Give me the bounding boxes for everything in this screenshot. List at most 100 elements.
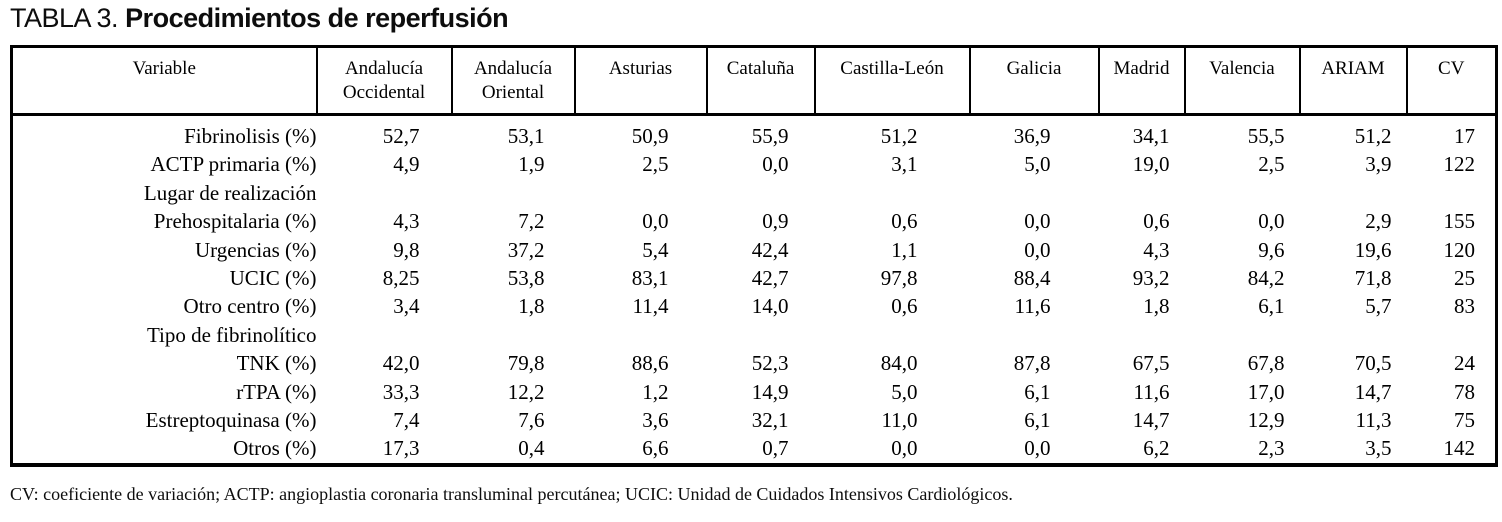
table-cell: 5,0	[1024, 152, 1051, 177]
table-cell	[707, 179, 815, 207]
row-label: TNK (%)	[236, 351, 317, 376]
row-label: UCIC (%)	[229, 266, 317, 291]
table-cell: 4,3	[393, 209, 420, 234]
table-cell: 12,9	[1247, 408, 1285, 433]
table-cell: 36,9	[1013, 124, 1051, 148]
table-row-otro-centro: Otro centro (%) 3,4 1,8 11,4 14,0 0,6 11…	[12, 292, 1497, 320]
table-cell: 0,0	[1024, 237, 1051, 262]
table-cell: 84,2	[1247, 266, 1285, 291]
table-cell: 67,5	[1132, 351, 1170, 376]
table-row-actp-primaria: ACTP primaria (%) 4,9 1,9 2,5 0,0 3,1 5,…	[12, 150, 1497, 178]
table-cell: 2,5	[1258, 152, 1285, 177]
table-cell: 83,1	[631, 266, 669, 291]
table-cell	[970, 179, 1099, 207]
table-cell: 71,8	[1354, 266, 1392, 291]
table-row-urgencias: Urgencias (%) 9,8 37,2 5,4 42,4 1,1 0,0 …	[12, 236, 1497, 264]
table-cell: 37,2	[507, 237, 545, 262]
column-header-castilla-leon: Castilla-León	[814, 46, 971, 116]
table-cell	[1099, 321, 1185, 349]
table-row-tnk: TNK (%) 42,0 79,8 88,6 52,3 84,0 87,8 67…	[12, 349, 1497, 377]
table-cell: 42,0	[382, 351, 420, 376]
table-cell: 11,4	[632, 294, 669, 319]
column-header-andalucia-oriental: Andalucía Oriental	[451, 46, 576, 116]
column-header-cataluna: Cataluña	[706, 46, 816, 116]
table-cell: 88,4	[1013, 266, 1051, 291]
table-cell: 11,6	[1014, 294, 1051, 319]
row-label: Urgencias (%)	[195, 237, 317, 262]
table-cell	[815, 179, 970, 207]
column-header-variable: Variable	[11, 46, 318, 116]
table-cell: 14,0	[751, 294, 789, 319]
row-label: Prehospitalaria (%)	[153, 209, 317, 234]
table-row-prehospitalaria: Prehospitalaria (%) 4,3 7,2 0,0 0,9 0,6 …	[12, 207, 1497, 235]
table-cell	[1099, 179, 1185, 207]
table-cell: 1,2	[642, 379, 669, 404]
table-cell: 6,2	[1143, 436, 1170, 461]
table-cell: 78	[1454, 379, 1475, 404]
table-cell: 0,0	[891, 436, 918, 461]
table-cell: 0,6	[1143, 209, 1170, 234]
table-cell: 3,5	[1365, 436, 1392, 461]
table-cell	[1407, 321, 1497, 349]
table-cell: 3,4	[393, 294, 420, 319]
row-label: Otro centro (%)	[183, 294, 317, 319]
table-cell	[1185, 321, 1300, 349]
table-cell: 0,0	[1024, 209, 1051, 234]
table-cell: 84,0	[880, 351, 918, 376]
table-cell	[1300, 321, 1407, 349]
table-cell: 6,1	[1024, 379, 1051, 404]
table-cell: 1,8	[1143, 294, 1170, 319]
table-cell: 53,1	[507, 124, 545, 148]
header-row: Variable Andalucía Occidental Andalucía …	[11, 46, 1497, 116]
table-cell: 79,8	[507, 351, 545, 376]
table-cell: 155	[1443, 209, 1476, 234]
table-cell: 122	[1443, 152, 1476, 177]
table-cell: 19,6	[1354, 237, 1392, 262]
table-cell: 11,0	[881, 408, 918, 433]
row-group-label: Lugar de realización	[143, 180, 317, 205]
table-cell: 83	[1454, 294, 1475, 319]
table-cell: 142	[1443, 436, 1476, 461]
table-cell: 6,6	[642, 436, 669, 461]
reperfusion-table: Variable Andalucía Occidental Andalucía …	[10, 45, 1498, 467]
table-cell: 7,6	[518, 408, 545, 433]
table-cell	[1407, 179, 1497, 207]
table-cell: 67,8	[1247, 351, 1285, 376]
table-cell: 14,9	[751, 379, 789, 404]
table-cell: 14,7	[1132, 408, 1170, 433]
column-header-valencia: Valencia	[1184, 46, 1301, 116]
table-cell: 1,9	[518, 152, 545, 177]
row-label: rTPA (%)	[236, 379, 317, 404]
table-cell: 70,5	[1354, 351, 1392, 376]
table-cell: 25	[1454, 266, 1475, 291]
table-cell: 50,9	[631, 124, 669, 148]
table-cell	[1300, 179, 1407, 207]
table-cell: 5,7	[1365, 294, 1392, 319]
table-cell	[575, 179, 707, 207]
table-cell: 6,1	[1258, 294, 1285, 319]
table-cell: 2,5	[642, 152, 669, 177]
table-cell: 51,2	[1354, 124, 1392, 148]
row-label: Estreptoquinasa (%)	[145, 408, 317, 433]
table-cell: 75	[1454, 408, 1475, 433]
table-cell: 7,4	[393, 408, 420, 433]
table-cell: 0,6	[891, 294, 918, 319]
table-cell: 4,3	[1143, 237, 1170, 262]
table-cell: 17	[1454, 124, 1475, 148]
table-cell: 0,7	[762, 436, 789, 461]
row-label: Fibrinolisis (%)	[184, 124, 317, 148]
table-cell: 1,8	[518, 294, 545, 319]
table-cell: 55,5	[1247, 124, 1285, 148]
table-cell: 87,8	[1013, 351, 1051, 376]
table-cell: 88,6	[631, 351, 669, 376]
table-cell: 3,1	[891, 152, 918, 177]
table-cell: 120	[1443, 237, 1476, 262]
column-header-ariam: ARIAM	[1299, 46, 1408, 116]
table-cell: 17,0	[1247, 379, 1285, 404]
table-cell: 4,9	[393, 152, 420, 177]
column-header-andalucia-occidental: Andalucía Occidental	[316, 46, 453, 116]
table-cell: 0,6	[891, 209, 918, 234]
table-title: TABLA 3. Procedimientos de reperfusión	[10, 3, 509, 34]
table-row-ucic: UCIC (%) 8,25 53,8 83,1 42,7 97,8 88,4 9…	[12, 264, 1497, 292]
